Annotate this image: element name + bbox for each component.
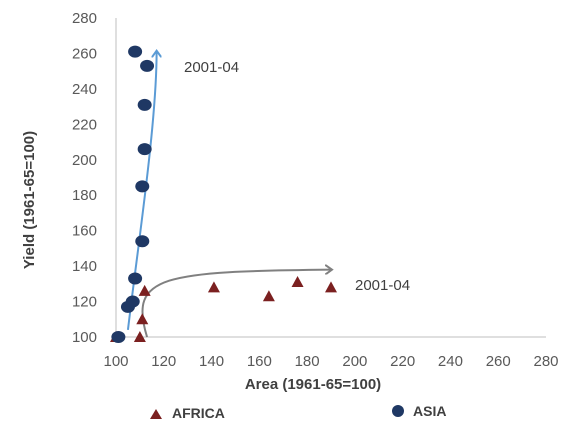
- africa-data-point: [207, 281, 220, 293]
- legend-circle-icon: [392, 405, 404, 417]
- legend-label-asia: ASIA: [413, 403, 446, 419]
- legend-item-africa: AFRICA: [150, 405, 225, 421]
- asia-data-point: [137, 143, 152, 156]
- africa-data-point: [133, 331, 146, 342]
- x-tick-label: 240: [438, 353, 463, 370]
- trend-arrows: [126, 52, 331, 338]
- axes: [115, 18, 546, 338]
- legend: AFRICA ASIA: [150, 403, 446, 421]
- africa-data-point: [262, 290, 275, 302]
- y-tick-label: 200: [72, 152, 97, 169]
- asia-data-point: [135, 235, 150, 248]
- x-tick-label: 200: [342, 353, 367, 370]
- x-tick-labels: 100 120 140 160 180 200 220 240 260 280: [103, 353, 558, 370]
- x-tick-label: 160: [247, 353, 272, 370]
- x-tick-label: 260: [486, 353, 511, 370]
- x-tick-label: 180: [295, 353, 320, 370]
- africa-trend-arrow: [141, 270, 331, 338]
- y-tick-label: 120: [72, 294, 97, 311]
- x-tick-label: 140: [199, 353, 224, 370]
- y-tick-label: 280: [72, 10, 97, 27]
- y-axis-title: Yield (1961-65=100): [21, 131, 38, 269]
- asia-data-point: [128, 272, 143, 285]
- africa-data-point: [136, 313, 149, 325]
- asia-data-point: [140, 59, 155, 72]
- legend-label-africa: AFRICA: [172, 405, 225, 421]
- asia-end-annotation: 2001-04: [184, 59, 239, 76]
- x-tick-label: 220: [390, 353, 415, 370]
- x-tick-label: 100: [103, 353, 128, 370]
- africa-data-point: [325, 281, 337, 293]
- asia-data-point: [137, 98, 152, 111]
- y-tick-labels: 100 120 140 160 180 200 220 240 260 280: [72, 10, 97, 346]
- africa-data-point: [291, 276, 304, 288]
- y-tick-label: 260: [72, 45, 97, 62]
- legend-item-asia: ASIA: [392, 403, 446, 419]
- legend-triangle-icon: [150, 409, 162, 419]
- y-tick-label: 220: [72, 116, 97, 133]
- asia-data-point: [135, 180, 150, 193]
- africa-data-point: [138, 284, 151, 296]
- y-tick-label: 160: [72, 223, 97, 240]
- y-tick-label: 240: [72, 81, 97, 98]
- y-tick-label: 140: [72, 258, 97, 275]
- africa-end-annotation: 2001-04: [355, 277, 410, 294]
- x-axis-title: Area (1961-65=100): [245, 376, 381, 393]
- asia-data-point: [125, 295, 140, 308]
- asia-data-point: [111, 331, 126, 343]
- x-tick-label: 280: [533, 353, 558, 370]
- y-tick-label: 180: [72, 187, 97, 204]
- data-points: [110, 45, 337, 343]
- y-tick-label: 100: [72, 329, 97, 346]
- x-tick-label: 120: [151, 353, 176, 370]
- asia-data-point: [128, 45, 143, 58]
